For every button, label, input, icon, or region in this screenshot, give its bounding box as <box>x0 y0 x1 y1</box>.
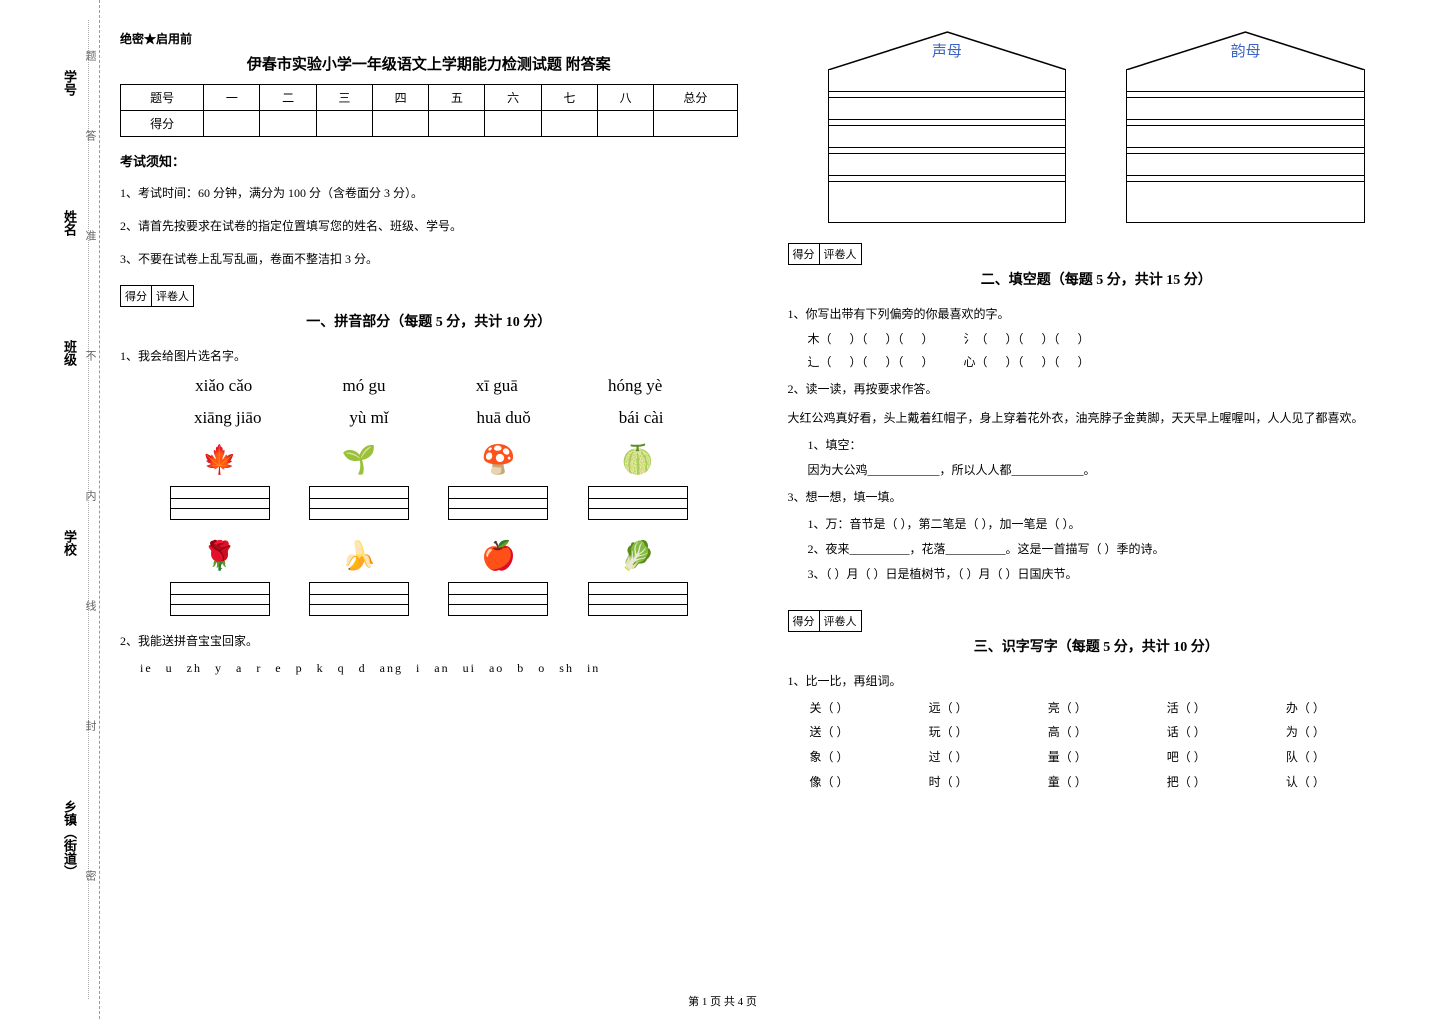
house-shengmu: 声母 <box>828 30 1067 223</box>
s2-q2: 2、读一读，再按要求作答。 <box>788 380 1406 397</box>
flower-icon: 🌹 <box>195 534 245 578</box>
pinyin-row-2: xiāng jiāo yù mǐ huā duǒ bái cài <box>150 408 708 428</box>
write-box[interactable] <box>588 486 688 520</box>
gutter-banji: 班级 <box>60 340 79 366</box>
grader-box-2: 得分 评卷人 <box>788 243 862 265</box>
s2-q2-text: 大红公鸡真好看，头上戴着红帽子，身上穿着花外衣，油亮脖子金黄脚，天天早上喔喔叫，… <box>788 409 1406 426</box>
zuci-row: 象（ ）过（ ）量（ ）吧（ ）队（ ） <box>810 746 1404 769</box>
grader-box-3: 得分 评卷人 <box>788 610 862 632</box>
write-box[interactable] <box>170 582 270 616</box>
s2-q2-sub1: 因为大公鸡____________，所以人人都____________。 <box>808 461 1406 478</box>
zuci-row: 关（ ）远（ ）亮（ ）活（ ）办（ ） <box>810 697 1404 720</box>
s1-q1: 1、我会给图片选名字。 <box>120 347 738 364</box>
section2-title: 二、填空题（每题 5 分，共计 15 分） <box>788 269 1406 289</box>
section1-title: 一、拼音部分（每题 5 分，共计 10 分） <box>120 311 738 331</box>
s2-q3-3: 3、（ ）月（ ）日是植树节，（ ）月（ ）日国庆节。 <box>808 565 1406 582</box>
s2-q3: 3、想一想，填一填。 <box>788 488 1406 505</box>
zuci-row: 像（ ）时（ ）童（ ）把（ ）认（ ） <box>810 771 1404 794</box>
img-row-2: 🌹 🍌 🍎 🥬 <box>150 534 708 578</box>
mushroom-icon: 🍄 <box>473 438 523 482</box>
page-footer: 第 1 页 共 4 页 <box>0 993 1445 1009</box>
zuci-table: 关（ ）远（ ）亮（ ）活（ ）办（ ） 送（ ）玩（ ）高（ ）话（ ）为（ … <box>808 695 1406 796</box>
write-box[interactable] <box>170 486 270 520</box>
write-box[interactable] <box>448 582 548 616</box>
write-box[interactable] <box>309 582 409 616</box>
notice-header: 考试须知： <box>120 151 738 170</box>
right-column: 声母 韵母 <box>788 30 1406 979</box>
apple-icon: 🍎 <box>473 534 523 578</box>
pinyin-row-1: xiǎo cǎo mó gu xī guā hóng yè <box>150 376 708 396</box>
gutter-xuehao: 学号 <box>60 70 79 96</box>
gutter-xingming: 姓名 <box>60 210 79 236</box>
notice-3: 3、不要在试卷上乱写乱画，卷面不整洁扣 3 分。 <box>120 250 738 267</box>
write-row-1 <box>150 486 708 520</box>
melon-icon: 🍈 <box>613 438 663 482</box>
write-box[interactable] <box>309 486 409 520</box>
write-box[interactable] <box>448 486 548 520</box>
gutter-xiangzhen: 乡镇（街道） <box>60 800 79 878</box>
house-label-yunmu: 韵母 <box>1231 40 1261 61</box>
house-yunmu: 韵母 <box>1126 30 1365 223</box>
s2-q1: 1、你写出带有下列偏旁的你最喜欢的字。 <box>788 305 1406 322</box>
banana-icon: 🍌 <box>334 534 384 578</box>
binding-gutter: 学号 姓名 班级 学校 乡镇（街道） 题 答 准 不 内 线 封 密 <box>0 0 100 1019</box>
s2-q3-2: 2、夜来__________，花落__________。这是一首描写（ ）季的诗… <box>808 540 1406 557</box>
sprout-icon: 🌱 <box>334 438 384 482</box>
notice-2: 2、请首先按要求在试卷的指定位置填写您的姓名、班级、学号。 <box>120 217 738 234</box>
zuci-row: 送（ ）玩（ ）高（ ）话（ ）为（ ） <box>810 721 1404 744</box>
write-box[interactable] <box>588 582 688 616</box>
s2-q2-sub1h: 1、填空： <box>808 436 1406 453</box>
section3-title: 三、识字写字（每题 5 分，共计 10 分） <box>788 636 1406 656</box>
img-row-1: 🍁 🌱 🍄 🍈 <box>150 438 708 482</box>
s2-q3-1: 1、万：音节是（ ），第二笔是（ ），加一笔是（ ）。 <box>808 515 1406 532</box>
leaf-icon: 🍁 <box>195 438 245 482</box>
house-label-shengmu: 声母 <box>932 40 962 61</box>
score-table: 题号 一 二 三 四 五 六 七 八 总分 得分 <box>120 84 738 137</box>
secret-mark: 绝密★启用前 <box>120 30 738 47</box>
s1-q2: 2、我能送拼音宝宝回家。 <box>120 632 738 649</box>
notice-1: 1、考试时间：60 分钟，满分为 100 分（含卷面分 3 分）。 <box>120 184 738 201</box>
radical-blanks: 木（ ）（ ）（ ） 氵（ ）（ ）（ ） 辶（ ）（ ）（ ） 心（ ）（ ）… <box>808 328 1406 374</box>
pinyin-letters: ie u zh y a r e p k q d ang i an ui ao b… <box>140 661 718 676</box>
write-row-2 <box>150 582 708 616</box>
exam-title: 伊春市实验小学一年级语文上学期能力检测试题 附答案 <box>120 53 738 74</box>
cabbage-icon: 🥬 <box>613 534 663 578</box>
s3-q1: 1、比一比，再组词。 <box>788 672 1406 689</box>
grader-box-1: 得分 评卷人 <box>120 285 194 307</box>
left-column: 绝密★启用前 伊春市实验小学一年级语文上学期能力检测试题 附答案 题号 一 二 … <box>120 30 738 979</box>
gutter-xuexiao: 学校 <box>60 530 79 556</box>
